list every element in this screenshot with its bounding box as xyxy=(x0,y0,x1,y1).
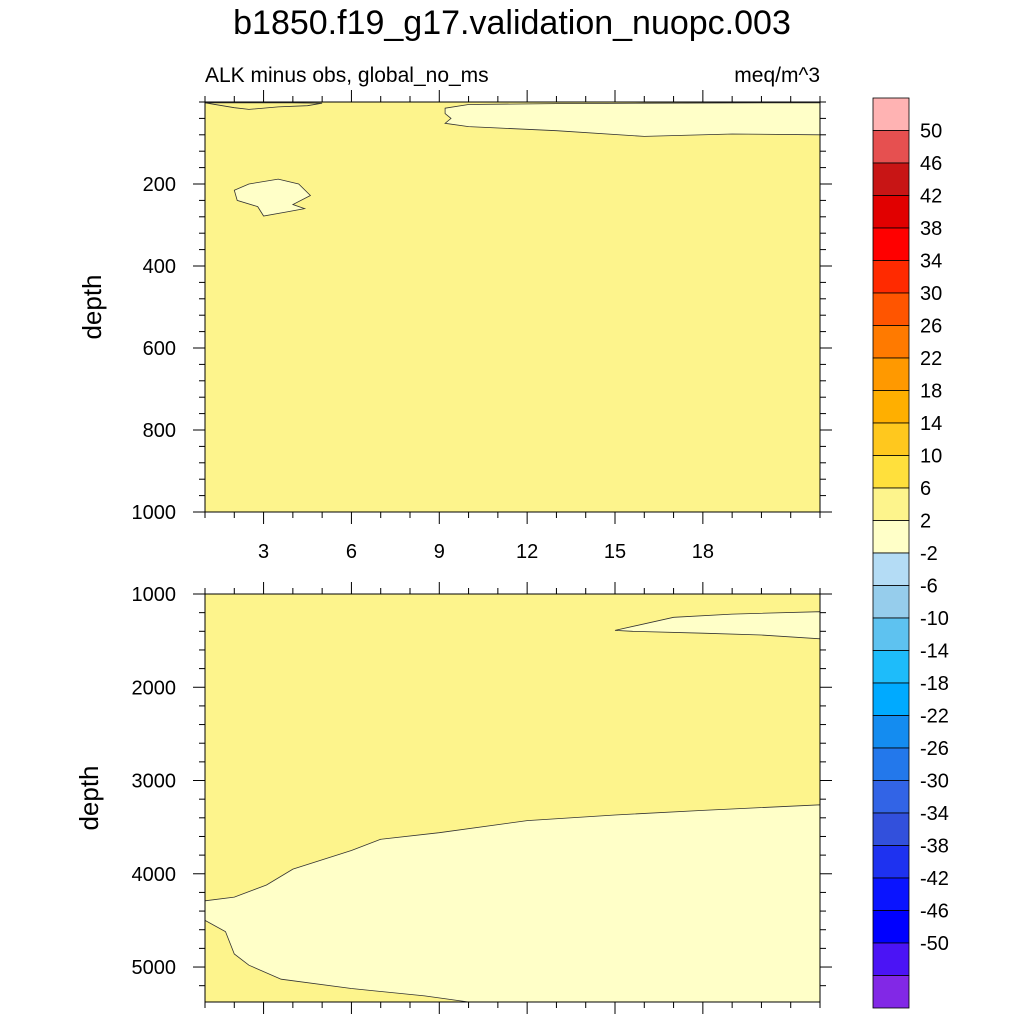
colorbar-label: 2 xyxy=(920,511,931,533)
colorbar-label: -46 xyxy=(920,901,949,923)
colorbar-swatch xyxy=(872,357,910,391)
panel-1-contour-region-2 xyxy=(233,178,312,217)
panel-1: 3 6 9 12 15 18 200 400 600 800 1000 depth xyxy=(77,90,832,563)
colorbar-swatch xyxy=(872,812,910,846)
colorbar-swatch xyxy=(872,650,910,684)
chart-units: meq/m^3 xyxy=(734,64,820,87)
colorbar-label: 22 xyxy=(920,348,942,370)
colorbar-swatch xyxy=(872,260,910,294)
colorbar-label: 34 xyxy=(920,251,942,273)
y-tick-label: 600 xyxy=(143,338,176,360)
panel-1-contour-region-1 xyxy=(444,102,821,137)
colorbar-swatch xyxy=(872,682,910,716)
colorbar-swatch xyxy=(872,520,910,554)
colorbar-swatch xyxy=(872,942,910,976)
chart-subtitle-left: ALK minus obs, global_no_ms xyxy=(205,64,489,87)
colorbar-label: -34 xyxy=(920,803,949,825)
y-tick-label: 1000 xyxy=(132,502,177,524)
x-tick-label: 15 xyxy=(604,541,626,563)
colorbar-label: 18 xyxy=(920,381,942,403)
colorbar-label: -2 xyxy=(920,543,938,565)
colorbar-swatch xyxy=(872,422,910,456)
colorbar-swatch xyxy=(872,910,910,944)
panel-2-frame xyxy=(204,593,821,1003)
colorbar-swatch xyxy=(872,780,910,814)
colorbar-swatch xyxy=(872,292,910,326)
colorbar-swatch xyxy=(872,390,910,424)
colorbar-label: -30 xyxy=(920,771,949,793)
colorbar-label: -14 xyxy=(920,641,949,663)
colorbar-swatch xyxy=(872,845,910,879)
colorbar-swatch xyxy=(872,877,910,911)
colorbar-swatch xyxy=(872,227,910,261)
colorbar-label: 14 xyxy=(920,413,942,435)
chart-title: b1850.f19_g17.validation_nuopc.003 xyxy=(233,4,791,42)
colorbar-swatch xyxy=(872,162,910,196)
colorbar-swatch xyxy=(872,747,910,781)
x-tick-label: 9 xyxy=(434,541,445,563)
panel-1-background-band xyxy=(205,102,820,512)
x-tick-label: 18 xyxy=(692,541,714,563)
colorbar-swatch xyxy=(872,552,910,586)
colorbar-label: 42 xyxy=(920,186,942,208)
colorbar-swatch xyxy=(872,487,910,521)
colorbar-label: -50 xyxy=(920,933,949,955)
x-tick-label: 12 xyxy=(516,541,538,563)
colorbar-swatch xyxy=(872,325,910,359)
y-tick-label: 5000 xyxy=(132,957,177,979)
colorbar-swatch xyxy=(872,617,910,651)
panel-2: 1000 2000 3000 4000 5000 depth xyxy=(74,582,832,1014)
y-tick-label: 800 xyxy=(143,420,176,442)
y-tick-label: 1000 xyxy=(132,584,177,606)
colorbar-swatch xyxy=(872,195,910,229)
x-tick-label: 3 xyxy=(258,541,269,563)
panel-1-y-axis-label: depth xyxy=(77,274,107,339)
colorbar-swatch xyxy=(872,97,910,131)
y-tick-label: 2000 xyxy=(132,677,177,699)
colorbar-label: 46 xyxy=(920,153,942,175)
y-tick-label: 3000 xyxy=(132,771,177,793)
colorbar: 50 46 42 38 34 30 26 22 18 14 10 6 2 -2 -6 -10 -14 -18 -22… xyxy=(872,97,949,1009)
colorbar-label: 30 xyxy=(920,283,942,305)
colorbar-label: -42 xyxy=(920,868,949,890)
panel-2-y-axis-label: depth xyxy=(74,765,104,830)
colorbar-swatch xyxy=(872,975,910,1009)
y-tick-label: 400 xyxy=(143,256,176,278)
y-tick-label: 4000 xyxy=(132,864,177,886)
colorbar-label: 26 xyxy=(920,316,942,338)
y-tick-label: 200 xyxy=(143,174,176,196)
colorbar-label: -22 xyxy=(920,706,949,728)
colorbar-label: -6 xyxy=(920,576,938,598)
colorbar-label: -26 xyxy=(920,738,949,760)
colorbar-swatch xyxy=(872,455,910,489)
colorbar-label: 38 xyxy=(920,218,942,240)
panel-1-contour-region-3 xyxy=(204,102,323,110)
plot-panels: 3 6 9 12 15 18 200 400 600 800 1000 depth 1000 2000 30… xyxy=(74,90,832,1014)
panel-1-frame xyxy=(204,101,821,513)
colorbar-label: 6 xyxy=(920,478,931,500)
x-tick-label: 6 xyxy=(346,541,357,563)
colorbar-label: 50 xyxy=(920,121,942,143)
colorbar-swatch xyxy=(872,585,910,619)
colorbar-label: -38 xyxy=(920,836,949,858)
colorbar-swatch xyxy=(872,130,910,164)
colorbar-swatch xyxy=(872,715,910,749)
colorbar-label: 10 xyxy=(920,446,942,468)
colorbar-label: -10 xyxy=(920,608,949,630)
colorbar-label: -18 xyxy=(920,673,949,695)
